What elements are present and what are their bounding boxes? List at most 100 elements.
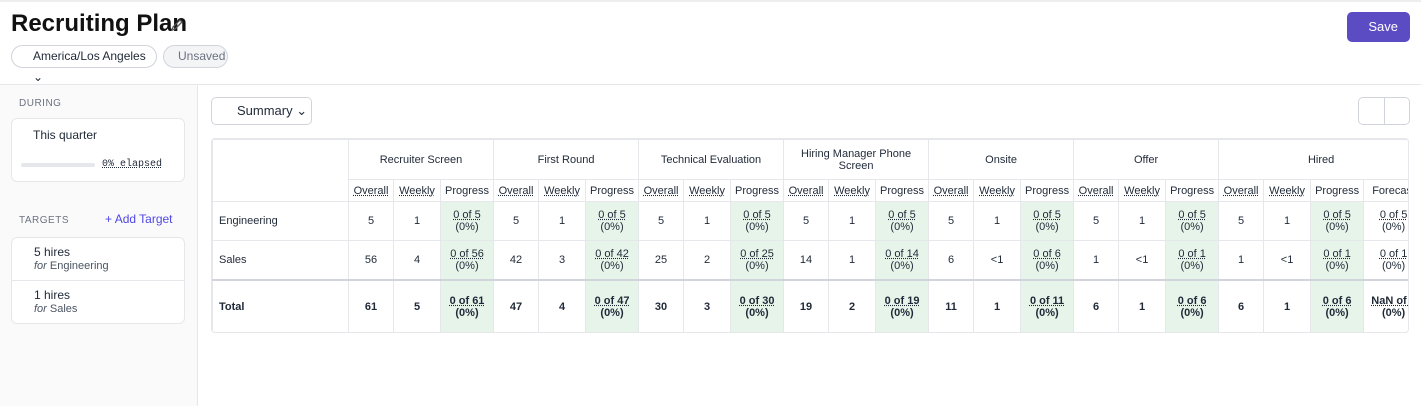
progress-bar — [21, 163, 95, 167]
overall-cell: 30 — [638, 278, 685, 332]
column-header-row: Overall Weekly Progress Overall Weekly Progre… — [213, 179, 1408, 202]
edit-icon[interactable] — [170, 18, 184, 32]
progress-count: 0 of 5 — [1178, 209, 1206, 221]
period: This quarter — [33, 128, 98, 142]
weekly-cell: 1 — [393, 201, 441, 241]
progress-count: 0 of 5 — [1323, 209, 1351, 221]
progress-count: 0 of 5 — [888, 209, 916, 221]
progress-percent: (0%) — [745, 221, 769, 233]
sidebar: DURING This quarter 0% elapsed TARGETS +… — [0, 85, 198, 406]
overall-cell: 5 — [638, 201, 685, 241]
column-header: Weekly — [393, 179, 441, 202]
progress-cell: 0 of 5 (0%) — [1310, 201, 1365, 241]
column-header: Progress — [439, 179, 495, 202]
progress-percent: (0%) — [1325, 306, 1349, 319]
progress-count: 0 of 5 — [598, 209, 626, 221]
progress-percent: (0%) — [455, 259, 479, 272]
overall-cell: 5 — [1073, 201, 1120, 241]
target-team-name: Engineering — [49, 260, 109, 272]
forecast-cell: NaN of 6(0%) — [1363, 278, 1408, 332]
progress-count: 0 of 1 — [1323, 247, 1351, 260]
stage-header: Recruiter Screen — [347, 139, 495, 180]
stage-header: Hiring Manager Phone Screen — [783, 139, 930, 180]
during-label: DURING — [19, 98, 62, 109]
progress-count: 0 of 5 — [453, 209, 481, 221]
table-row: Total 61 5 0 of 61 (0%) 47 4 0 of 47 (0%) 30 3 0 of… — [212, 278, 1408, 332]
target-title[interactable]: 1 hires — [34, 288, 71, 302]
summary-table: Recruiter Screen First Round Technical Eva… — [212, 139, 1408, 332]
overall-cell: 5 — [928, 201, 975, 241]
weekly-cell: 1 — [828, 240, 877, 280]
progress-cell: 0 of 5 (0%) — [875, 201, 930, 241]
progress-count: 0 of 61 — [449, 294, 485, 307]
progress-percent: (0%) — [1180, 221, 1204, 233]
target-prefix: for — [34, 303, 47, 315]
view-select[interactable]: Summary ⌄ — [211, 97, 312, 125]
progress-percent: (0%) — [890, 221, 914, 233]
stage-header: Offer — [1073, 139, 1220, 180]
progress-count: 0 of 6 — [1033, 247, 1061, 260]
progress-count: 0 of 6 — [1177, 294, 1207, 307]
status-badge: Unsaved — [163, 45, 228, 68]
progress-percent: (0%) — [1035, 306, 1059, 319]
progress-cell: 0 of 30 (0%) — [730, 278, 785, 332]
progress-percent: (0%) — [1325, 221, 1349, 233]
target-title[interactable]: 5 hires — [34, 245, 71, 259]
progress-percent: (0%) — [1180, 306, 1204, 319]
view: Summary — [237, 103, 293, 118]
overall-cell: 11 — [928, 278, 975, 332]
weekly-cell: 1 — [538, 201, 587, 241]
column-header: Forecast — [1363, 179, 1408, 202]
view-options[interactable] — [1358, 97, 1410, 125]
stage-header: Hired — [1218, 139, 1408, 180]
period-card[interactable]: This quarter 0% elapsed — [11, 118, 185, 182]
table-row: Engineering 5 1 0 of 5 (0%) 5 1 0 of 5 (0%) 5 1 0 o… — [212, 201, 1408, 241]
progress-count: 0 of 1 — [1379, 247, 1408, 260]
progress-percent: (0%) — [1035, 221, 1059, 233]
progress-count: 0 of 19 — [884, 294, 920, 307]
progress-percent: (0%) — [1381, 259, 1406, 272]
divider — [12, 280, 184, 281]
progress-cell: 0 of 6 (0%) — [1310, 278, 1365, 332]
progress-percent: (0%) — [455, 221, 479, 233]
progress-cell: 0 of 1 (0%) — [1165, 240, 1220, 280]
weekly-cell: <1 — [1118, 240, 1167, 280]
progress-percent: (0%) — [1381, 221, 1406, 233]
overall-cell: 61 — [348, 278, 394, 332]
progress-count: 0 of 47 — [594, 294, 630, 307]
column-header: Progress — [585, 179, 640, 202]
add-target[interactable]: + Add Target — [105, 212, 173, 226]
progress-percent: (0%) — [600, 306, 624, 319]
weekly-cell: 1 — [973, 201, 1022, 241]
elapsed: 0% elapsed — [102, 159, 163, 170]
weekly-cell: 1 — [683, 201, 732, 241]
timezone-select[interactable]: America/Los Angeles ⌄ — [11, 45, 157, 84]
progress-cell: 0 of 25 (0%) — [730, 240, 785, 280]
overall-cell: 5 — [783, 201, 830, 241]
overall-cell: 1 — [1218, 240, 1265, 280]
progress-count: NaN of 6 — [1371, 294, 1408, 307]
progress-count: 0 of 5 — [1033, 209, 1061, 221]
table-row: Sales 56 4 0 of 56 (0%) 42 3 0 of 42 (0%) 25 2 0 of… — [212, 240, 1408, 280]
progress-cell: 0 of 14 (0%) — [875, 240, 930, 280]
column-header: Overall — [638, 179, 685, 202]
corner-cell — [212, 139, 349, 202]
progress-cell: 0 of 6 (0%) — [1020, 240, 1075, 280]
weekly-cell: <1 — [973, 240, 1022, 280]
target-team-name: Sales — [49, 303, 78, 315]
weekly-cell: 1 — [973, 278, 1022, 332]
save-button[interactable]: Save — [1347, 12, 1410, 42]
column-header: Overall — [783, 179, 830, 202]
row-name: Total — [212, 278, 349, 332]
progress-cell: 0 of 5 (0%) — [585, 201, 640, 241]
progress-percent: (0%) — [600, 221, 624, 233]
progress-count: 0 of 11 — [1029, 294, 1065, 307]
weekly-cell: 1 — [1118, 278, 1167, 332]
progress-cell: 0 of 61 (0%) — [439, 278, 495, 332]
progress-count: 0 of 25 — [740, 247, 774, 260]
header: Recruiting Plan America/Los Angeles ⌄ Un… — [0, 0, 1421, 85]
column-header: Overall — [928, 179, 975, 202]
row-name: Engineering — [212, 201, 349, 241]
column-header: Progress — [875, 179, 930, 202]
overall-cell: 19 — [783, 278, 830, 332]
